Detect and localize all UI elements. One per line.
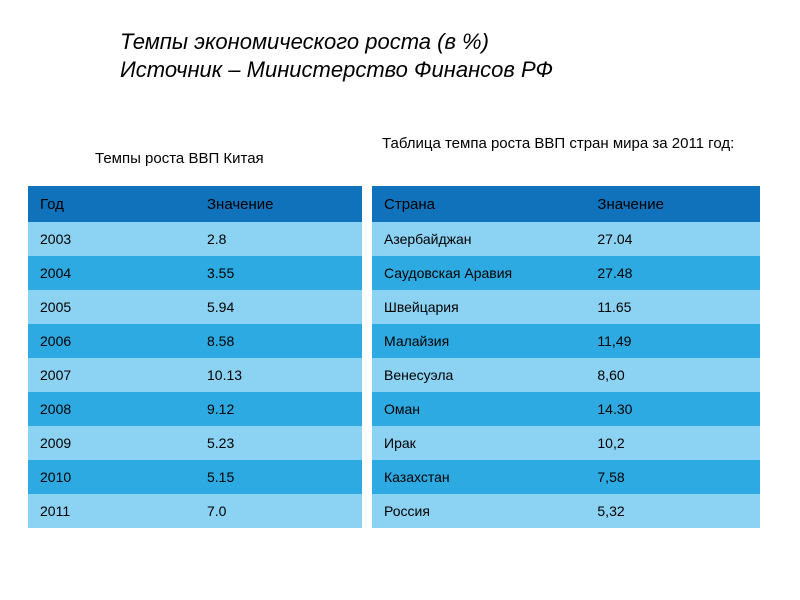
right-table-cell: 10,2 [585, 426, 760, 460]
left-table-row: 20095.23 [28, 426, 362, 460]
left-table-cell: 9.12 [195, 392, 362, 426]
left-table-cell: 5.94 [195, 290, 362, 324]
left-table-header-1: Значение [195, 186, 362, 222]
left-table-row: 20043.55 [28, 256, 362, 290]
left-table-cell: 2004 [28, 256, 195, 290]
right-table-cell: Ирак [372, 426, 585, 460]
right-table-cell: 11,49 [585, 324, 760, 358]
right-table-cell: Оман [372, 392, 585, 426]
right-table-row: Саудовская Аравия27.48 [372, 256, 760, 290]
right-table-cell: Малайзия [372, 324, 585, 358]
left-table-cell: 2011 [28, 494, 195, 528]
left-table-row: 20117.0 [28, 494, 362, 528]
left-table-header-0: Год [28, 186, 195, 222]
right-table-cell: 5,32 [585, 494, 760, 528]
left-table-row: 20068.58 [28, 324, 362, 358]
right-table-caption: Таблица темпа роста ВВП стран мира за 20… [382, 135, 772, 154]
right-table-cell: Азербайджан [372, 222, 585, 256]
page-title: Темпы экономического роста (в %) [120, 28, 680, 56]
left-table-caption: Темпы роста ВВП Китая [95, 150, 264, 167]
right-table-row: Швейцария11.65 [372, 290, 760, 324]
left-table-row: 200710.13 [28, 358, 362, 392]
right-table-cell: Саудовская Аравия [372, 256, 585, 290]
right-table-cell: 27.04 [585, 222, 760, 256]
right-table-row: Венесуэла8,60 [372, 358, 760, 392]
right-table-cell: 27.48 [585, 256, 760, 290]
left-table-row: 20055.94 [28, 290, 362, 324]
left-table-row: 20105.15 [28, 460, 362, 494]
right-table-row: Оман14.30 [372, 392, 760, 426]
right-table-cell: 8,60 [585, 358, 760, 392]
left-table-row: 20032.8 [28, 222, 362, 256]
left-table-cell: 5.15 [195, 460, 362, 494]
right-table-row: Россия5,32 [372, 494, 760, 528]
right-table-row: Казахстан7,58 [372, 460, 760, 494]
left-table-cell: 7.0 [195, 494, 362, 528]
right-table-cell: 14.30 [585, 392, 760, 426]
right-table-header-0: Страна [372, 186, 585, 222]
right-table-cell: Россия [372, 494, 585, 528]
right-table-row: Ирак10,2 [372, 426, 760, 460]
left-table-cell: 2006 [28, 324, 195, 358]
left-table-cell: 10.13 [195, 358, 362, 392]
right-table-cell: Казахстан [372, 460, 585, 494]
right-table-cell: Швейцария [372, 290, 585, 324]
left-table-cell: 2010 [28, 460, 195, 494]
left-table: ГодЗначение20032.820043.5520055.9420068.… [28, 186, 362, 528]
right-table-header-1: Значение [585, 186, 760, 222]
right-table-cell: 11.65 [585, 290, 760, 324]
right-table-cell: 7,58 [585, 460, 760, 494]
left-table-cell: 2005 [28, 290, 195, 324]
page-subtitle: Источник – Министерство Финансов РФ [120, 56, 680, 84]
left-table-cell: 3.55 [195, 256, 362, 290]
right-table: СтранаЗначениеАзербайджан27.04Саудовская… [372, 186, 760, 528]
left-table-cell: 2007 [28, 358, 195, 392]
right-table-row: Малайзия11,49 [372, 324, 760, 358]
left-table-cell: 5.23 [195, 426, 362, 460]
right-table-row: Азербайджан27.04 [372, 222, 760, 256]
right-table-cell: Венесуэла [372, 358, 585, 392]
left-table-cell: 2009 [28, 426, 195, 460]
left-table-cell: 2008 [28, 392, 195, 426]
left-table-row: 20089.12 [28, 392, 362, 426]
left-table-cell: 2003 [28, 222, 195, 256]
left-table-cell: 2.8 [195, 222, 362, 256]
left-table-cell: 8.58 [195, 324, 362, 358]
